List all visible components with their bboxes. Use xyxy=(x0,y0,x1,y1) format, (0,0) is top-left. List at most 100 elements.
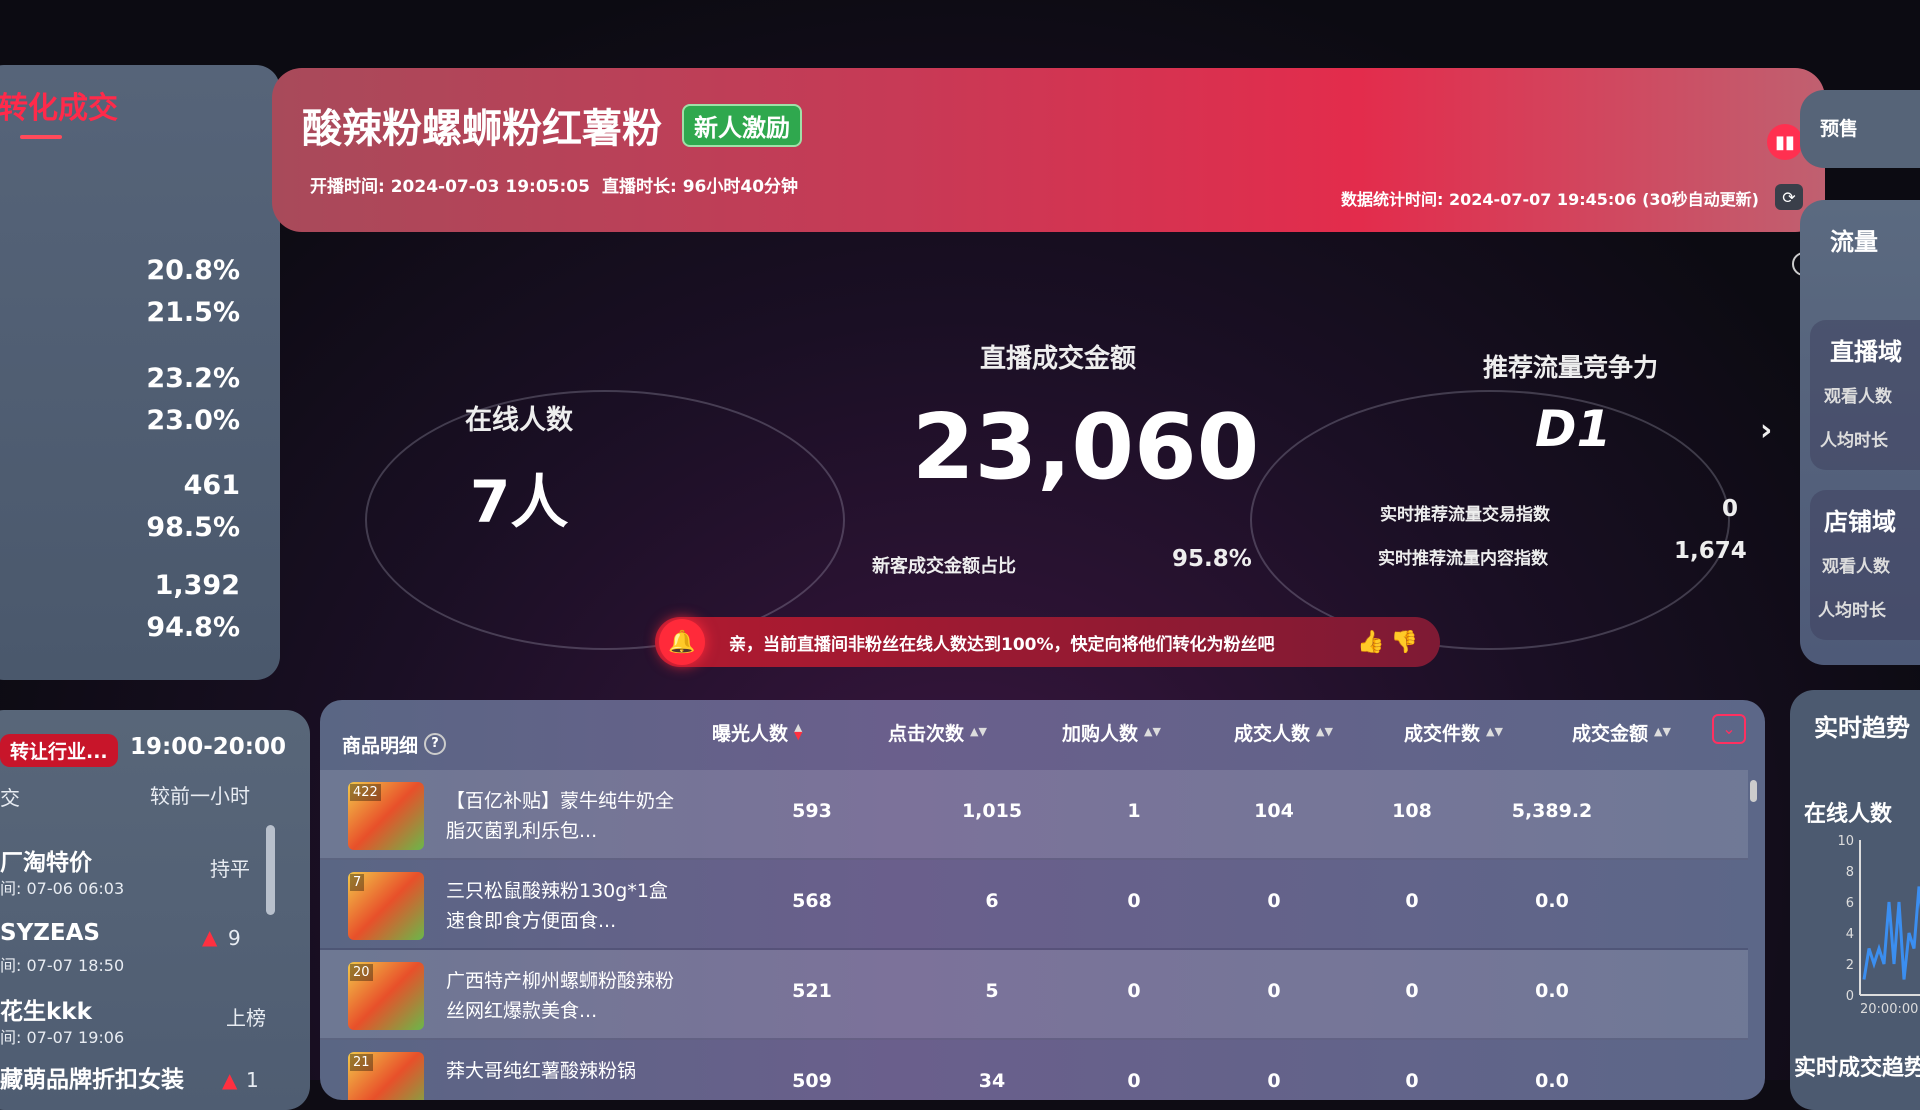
column-label: 曝光人数 xyxy=(712,722,789,745)
gmv-label: 直播成交金额 xyxy=(980,344,1137,374)
column-header-exposure[interactable]: 曝光人数 ▲ ▼ xyxy=(712,710,802,754)
presale-label: 预售 xyxy=(1820,118,1859,140)
thumbs-down-icon[interactable]: 👎 xyxy=(1390,629,1424,655)
sort-icon[interactable]: ▲▼ xyxy=(794,721,803,742)
product-thumbnail[interactable]: 7 xyxy=(348,872,424,940)
cell-value: 0 xyxy=(1127,890,1141,912)
presale-tab[interactable]: 预售 xyxy=(1800,90,1920,168)
content-index-value: 1,674 xyxy=(1674,538,1747,564)
rank-change: 1 xyxy=(246,1068,259,1092)
metric-value: 20.8% xyxy=(146,255,240,286)
y-tick-label: 10 xyxy=(1837,834,1854,849)
arrow-up-icon: ▲ xyxy=(202,925,218,949)
stats-time: 数据统计时间: 2024-07-07 19:45:06 (30秒自动更新) xyxy=(1341,190,1759,209)
online-label: 在线人数 xyxy=(465,405,573,436)
cell-value: 104 xyxy=(1254,800,1294,822)
content-index-label: 实时推荐流量内容指数 xyxy=(1378,549,1548,569)
sort-icon[interactable]: ▲▼ xyxy=(1654,725,1671,738)
avg-time-label: 人均时长 xyxy=(1820,431,1888,451)
product-thumbnail[interactable]: 422 xyxy=(348,782,424,850)
arrow-up-icon: ▲ xyxy=(222,1068,238,1092)
viewers-label: 观看人数 xyxy=(1822,557,1890,577)
y-tick-label: 6 xyxy=(1846,896,1854,911)
cell-value: 0.0 xyxy=(1535,1070,1569,1092)
table-row[interactable]: 21 莽大哥纯红薯酸辣粉锅 509 34 0 0 0 0.0 xyxy=(320,1040,1748,1100)
collapse-icon[interactable]: ⌄ xyxy=(1712,714,1746,744)
bar-chart-icon[interactable]: ▮▮ xyxy=(1767,124,1803,160)
product-name[interactable]: 三只松鼠酸辣粉130g*1盒速食即食方便面食... xyxy=(446,880,668,932)
cell-value: 0 xyxy=(1267,1070,1281,1092)
rank-item-time: 间: 07-06 06:03 xyxy=(0,879,125,898)
product-thumbnail[interactable]: 20 xyxy=(348,962,424,1030)
cell-value: 0 xyxy=(1267,980,1281,1002)
start-time: 开播时间: 2024-07-03 19:05:05 xyxy=(310,177,590,197)
rank-change: 9 xyxy=(228,926,241,950)
trend-title: 实时趋势 xyxy=(1814,714,1910,742)
thumbs-up-icon[interactable]: 👍 xyxy=(1357,629,1391,655)
new-ratio-label: 新客成交金额占比 xyxy=(872,556,1016,577)
table-scrollbar[interactable] xyxy=(1750,780,1757,802)
product-name[interactable]: 广西特产柳州螺蛳粉酸辣粉丝网红爆款美食... xyxy=(446,970,675,1022)
product-thumbnail[interactable]: 21 xyxy=(348,1052,424,1100)
column-header-items[interactable]: 成交件数 ▲▼ xyxy=(1404,710,1503,754)
column-label: 成交人数 xyxy=(1234,722,1311,745)
viewers-label: 观看人数 xyxy=(1824,387,1892,407)
product-name[interactable]: 莽大哥纯红薯酸辣粉锅 xyxy=(446,1060,637,1082)
trend-panel: 实时趋势 在线人数 0 2 4 6 8 10 20:00:00 实时成交趋势 xyxy=(1790,690,1920,1110)
bell-icon: 🔔 xyxy=(659,619,705,665)
cell-value: 5 xyxy=(985,980,999,1002)
sort-icon[interactable]: ▲▼ xyxy=(970,725,987,738)
help-icon[interactable]: ? xyxy=(424,733,447,755)
table-title-text: 商品明细 xyxy=(342,734,419,757)
conversion-tab[interactable]: 转化成交 xyxy=(0,91,118,126)
rank-item-name[interactable]: 藏萌品牌折扣女装 xyxy=(0,1067,184,1093)
column-header-add-cart[interactable]: 加购人数 ▲▼ xyxy=(1062,710,1161,754)
refresh-icon[interactable]: ⟳ xyxy=(1775,184,1803,210)
table-row[interactable]: 422 【百亿补贴】蒙牛纯牛奶全脂灭菌乳利乐包... 593 1,015 1 104 10… xyxy=(320,770,1748,860)
sort-icon[interactable]: ▲▼ xyxy=(1316,725,1333,738)
shop-domain-card: 店铺域 观看人数 人均时长 xyxy=(1810,490,1920,640)
live-header: 酸辣粉螺蛳粉红薯粉 新人激励 开播时间: 2024-07-03 19:05:05… xyxy=(272,68,1825,232)
cell-value: 6 xyxy=(985,890,999,912)
rank-item-name[interactable]: 花生kkk xyxy=(0,999,92,1025)
column-label: 加购人数 xyxy=(1062,722,1139,745)
cell-value: 0 xyxy=(1405,890,1419,912)
avg-time-label: 人均时长 xyxy=(1818,601,1886,621)
cell-value: 521 xyxy=(792,980,832,1002)
product-name[interactable]: 【百亿补贴】蒙牛纯牛奶全脂灭菌乳利乐包... xyxy=(446,790,675,842)
online-value: 7人 xyxy=(470,468,569,536)
rank-item-name[interactable]: 厂淘特价 xyxy=(0,850,92,876)
ranking-panel: 转让行业... 19:00-20:00 交 较前一小时 厂淘特价 间: 07-0… xyxy=(0,710,310,1110)
table-row[interactable]: 7 三只松鼠酸辣粉130g*1盒速食即食方便面食... 568 6 0 0 0 0.0 xyxy=(320,860,1748,950)
chevron-right-icon[interactable]: › xyxy=(1760,413,1773,448)
cell-value: 509 xyxy=(792,1070,832,1092)
column-header-buyers[interactable]: 成交人数 ▲▼ xyxy=(1234,710,1333,754)
cell-value: 0 xyxy=(1267,890,1281,912)
live-title: 酸辣粉螺蛳粉红薯粉 xyxy=(302,106,662,152)
alert-banner: 🔔 亲，当前直播间非粉丝在线人数达到100%，快定向将他们转化为粉丝吧 👍👎 xyxy=(655,617,1440,667)
y-tick-label: 2 xyxy=(1846,958,1854,973)
column-header-clicks[interactable]: 点击次数 ▲▼ xyxy=(888,710,987,754)
table-title: 商品明细? xyxy=(342,722,447,766)
category-select[interactable]: 转让行业... xyxy=(0,734,118,767)
online-chart-title: 在线人数 xyxy=(1804,802,1893,827)
scrollbar[interactable] xyxy=(266,825,275,915)
trade-index-value: 0 xyxy=(1722,496,1739,522)
column-header-amount[interactable]: 成交金额 ▲▼ xyxy=(1572,710,1671,754)
y-tick-label: 4 xyxy=(1846,927,1854,942)
metric-value: 23.2% xyxy=(146,363,240,394)
online-series-line xyxy=(1862,886,1920,980)
cell-value: 34 xyxy=(978,1070,1006,1092)
gmv-value: 23,060 xyxy=(912,395,1260,500)
cell-value: 108 xyxy=(1392,800,1432,822)
column-label: 交 xyxy=(0,786,20,810)
sort-icon[interactable]: ▲▼ xyxy=(1144,725,1161,738)
rank-item-time: 间: 07-07 19:06 xyxy=(0,1028,125,1047)
column-label: 较前一小时 xyxy=(150,784,250,808)
sort-icon[interactable]: ▲▼ xyxy=(1486,725,1503,738)
product-rank: 7 xyxy=(350,874,365,891)
y-tick-label: 0 xyxy=(1846,989,1854,1004)
time-range: 19:00-20:00 xyxy=(130,734,286,760)
table-row[interactable]: 20 广西特产柳州螺蛳粉酸辣粉丝网红爆款美食... 521 5 0 0 0 0.0 xyxy=(320,950,1748,1040)
rank-item-name[interactable]: SYZEAS xyxy=(0,920,100,946)
